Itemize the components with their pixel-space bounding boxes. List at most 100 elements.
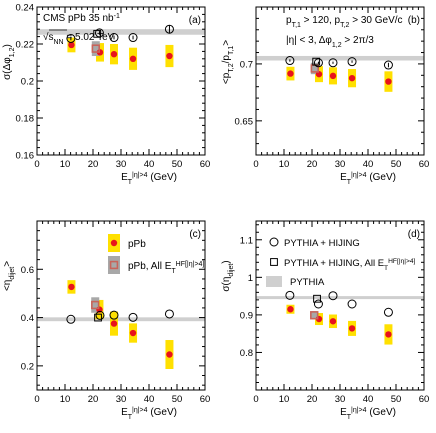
pythia-hijing-point: [164, 24, 174, 34]
pt-cut-label-part: > 120, p: [301, 15, 341, 26]
y-tick-label-part: 1.1: [240, 235, 253, 246]
x-axis-label: ET|η|>4 (GeV): [121, 407, 177, 421]
legend-pythia-hijing-all-et-label-part: PYTHIA + HIJING, All E: [284, 258, 384, 269]
ppb-point: [348, 74, 356, 82]
x-axis-label-part: T: [128, 179, 133, 186]
x-tick-label-part: 10: [279, 394, 290, 405]
pythia-hijing-point: [347, 57, 357, 67]
legend-syst-box-gray: [108, 256, 120, 274]
y-axis-label-part: <p: [221, 72, 232, 84]
panel-label: (a): [189, 15, 201, 26]
pt-cut-label-part: p: [286, 15, 292, 26]
syst-box: [310, 312, 319, 319]
x-tick-label: 20: [307, 159, 318, 170]
x-tick-label-part: 50: [391, 159, 402, 170]
ppb-point: [287, 70, 294, 77]
plot-frame: [255, 6, 425, 156]
x-axis-label-part: |η|>4: [351, 172, 367, 179]
y-axis-label-part: >: [2, 261, 13, 267]
panel-label-part: (d): [408, 229, 420, 240]
y-tick-label-part: 0.24: [16, 3, 35, 14]
x-tick-label: 0: [34, 159, 39, 170]
x-tick-label-part: 0: [34, 159, 39, 170]
y-axis-label-part: >: [221, 40, 232, 46]
x-tick-label: 40: [363, 159, 374, 170]
cms-label-part: CMS pPb 35 nb: [43, 13, 114, 24]
y-tick-label-part: 1: [248, 273, 253, 284]
legend-ppb-all-et-label-part: pPb, All E: [128, 261, 172, 272]
y-tick-label: 0.6: [21, 265, 34, 276]
x-tick-label-part: 60: [419, 159, 430, 170]
pythia-hijing-point: [164, 309, 174, 319]
energy-label-part: √s: [43, 31, 54, 43]
panel-label-part: (a): [189, 15, 201, 26]
pythia-hijing-point: [285, 56, 295, 66]
pythia-hijing-all-et-point: [313, 294, 321, 303]
cms-label: CMS pPb 35 nb-1: [43, 13, 120, 25]
x-tick-label-part: 60: [419, 394, 430, 405]
x-tick-label-part: 30: [116, 159, 127, 170]
ppb-point: [348, 325, 356, 332]
ppb-point: [166, 52, 173, 60]
panel-a: 0 10 20 30 40 50 60 0.16 0.18 0.2 0.22 0.24 ET|η|>4 …: [2, 3, 210, 186]
y-tick-label-part: 0.4: [21, 313, 34, 324]
x-tick-label: 30: [116, 159, 127, 170]
x-tick-label: 40: [144, 159, 155, 170]
x-tick-label-part: 50: [172, 394, 183, 405]
panel-label-part: (c): [189, 229, 201, 240]
energy-label-part: NN: [54, 39, 64, 46]
y-axis-label: <ηdijet>: [2, 261, 16, 291]
pythia-hijing-point: [313, 299, 323, 309]
y-tick-label-part: 0.8: [240, 348, 253, 359]
pythia-hijing-point: [383, 307, 393, 317]
legend-pythia-hijing-label: PYTHIA + HIJING: [284, 238, 360, 249]
eta-cut-label-part: 1,2: [332, 42, 342, 49]
x-tick-label: 0: [253, 394, 258, 405]
x-axis-label-part: T: [347, 179, 352, 186]
y-tick-label: 0.4: [21, 313, 34, 324]
pythia-hijing-point: [313, 58, 323, 68]
x-axis-label-part: |η|>4: [351, 407, 367, 414]
ppb-point: [129, 329, 137, 337]
pythia-hijing-point: [285, 290, 295, 300]
y-tick-label-part: 0.18: [16, 114, 35, 125]
y-tick-label: 1.1: [240, 235, 253, 246]
energy-label-part: = 5.02 TeV: [64, 32, 115, 43]
x-tick-label-part: 0: [34, 394, 39, 405]
x-tick-label-part: 60: [200, 159, 211, 170]
y-axis-label: σ(Δφ1,2): [2, 44, 16, 80]
pythia-band: [256, 296, 424, 300]
cms-label-part: -1: [114, 13, 120, 20]
energy-label: √sNN = 5.02 TeV: [43, 31, 115, 46]
x-tick-label-part: 20: [307, 159, 318, 170]
y-tick-label: 0.16: [16, 151, 35, 162]
pt-cut-label-part: T,1: [292, 22, 301, 29]
ppb-all-et-point: [310, 311, 319, 320]
legend-pythia-hijing-all-et-label-part: T: [384, 265, 388, 272]
legend-pythia-hijing-all-et-label: PYTHIA + HIJING, All ETHF[|η|>4]: [284, 258, 416, 272]
x-axis-label-part: (GeV): [367, 172, 396, 183]
y-tick-label: 1: [248, 273, 253, 284]
x-tick-label: 60: [419, 394, 430, 405]
x-tick-label: 20: [88, 394, 99, 405]
x-tick-label-part: 60: [200, 394, 211, 405]
x-tick-label: 0: [34, 394, 39, 405]
eta-cut-label-part: > 2π/3: [342, 35, 375, 46]
x-axis-label-part: (GeV): [148, 407, 177, 418]
x-tick-label: 50: [172, 394, 183, 405]
legend-ppb-all-et-label-part: HF[|η|>4]: [176, 261, 205, 268]
x-tick-label: 60: [200, 159, 211, 170]
syst-box: [310, 62, 319, 75]
panel-label: (d): [408, 229, 420, 240]
x-axis-label-part: E: [121, 172, 128, 183]
x-tick-label: 60: [419, 159, 430, 170]
x-tick-label: 20: [88, 159, 99, 170]
x-tick-label: 50: [172, 159, 183, 170]
x-tick-label-part: 40: [363, 159, 374, 170]
x-tick-label: 50: [391, 159, 402, 170]
x-tick-label-part: 30: [335, 159, 346, 170]
ppb-point: [329, 72, 337, 80]
x-tick-label-part: 50: [172, 159, 183, 170]
ppb-point: [385, 331, 392, 338]
